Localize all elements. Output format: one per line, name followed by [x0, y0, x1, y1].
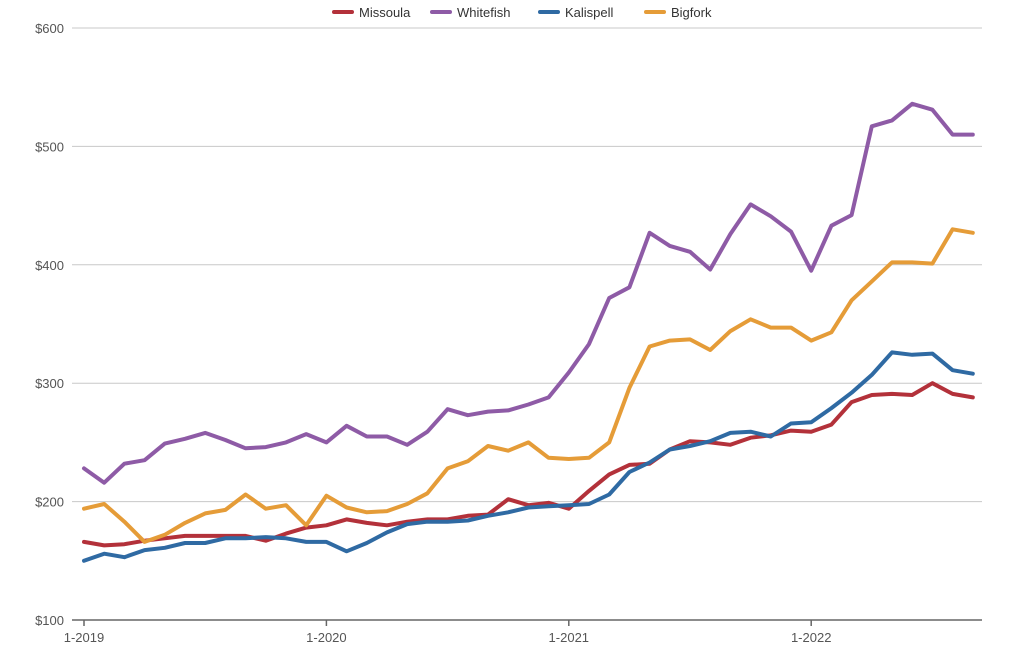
y-tick-label: $400: [35, 258, 64, 273]
legend: Missoula Whitefish Kalispell Bigfork: [332, 5, 712, 20]
series-line-missoula: [82, 381, 975, 548]
legend-label: Whitefish: [457, 5, 510, 20]
series-line-whitefish: [82, 101, 975, 485]
x-tick-label: 1-2021: [549, 630, 589, 645]
y-tick-label: $200: [35, 495, 64, 510]
legend-item-whitefish: Whitefish: [430, 5, 510, 20]
legend-label: Bigfork: [671, 5, 712, 20]
legend-label: Missoula: [359, 5, 411, 20]
legend-item-bigfork: Bigfork: [644, 5, 712, 20]
x-tick-label: 1-2020: [306, 630, 346, 645]
y-tick-label: $500: [35, 139, 64, 154]
gridlines: [72, 27, 982, 503]
legend-item-missoula: Missoula: [332, 5, 411, 20]
axes: $100 $200 $300 $400 $500 $600 1-2019 1-2020 1-20…: [35, 21, 982, 645]
series-line-bigfork: [82, 227, 975, 544]
y-tick-label: $600: [35, 21, 64, 36]
y-tick-label: $100: [35, 613, 64, 628]
legend-item-kalispell: Kalispell: [538, 5, 614, 20]
y-tick-label: $300: [35, 376, 64, 391]
series-line-kalispell: [82, 350, 975, 563]
x-tick-label: 1-2022: [791, 630, 831, 645]
x-tick-label: 1-2019: [64, 630, 104, 645]
series-lines: [82, 101, 975, 563]
legend-label: Kalispell: [565, 5, 614, 20]
